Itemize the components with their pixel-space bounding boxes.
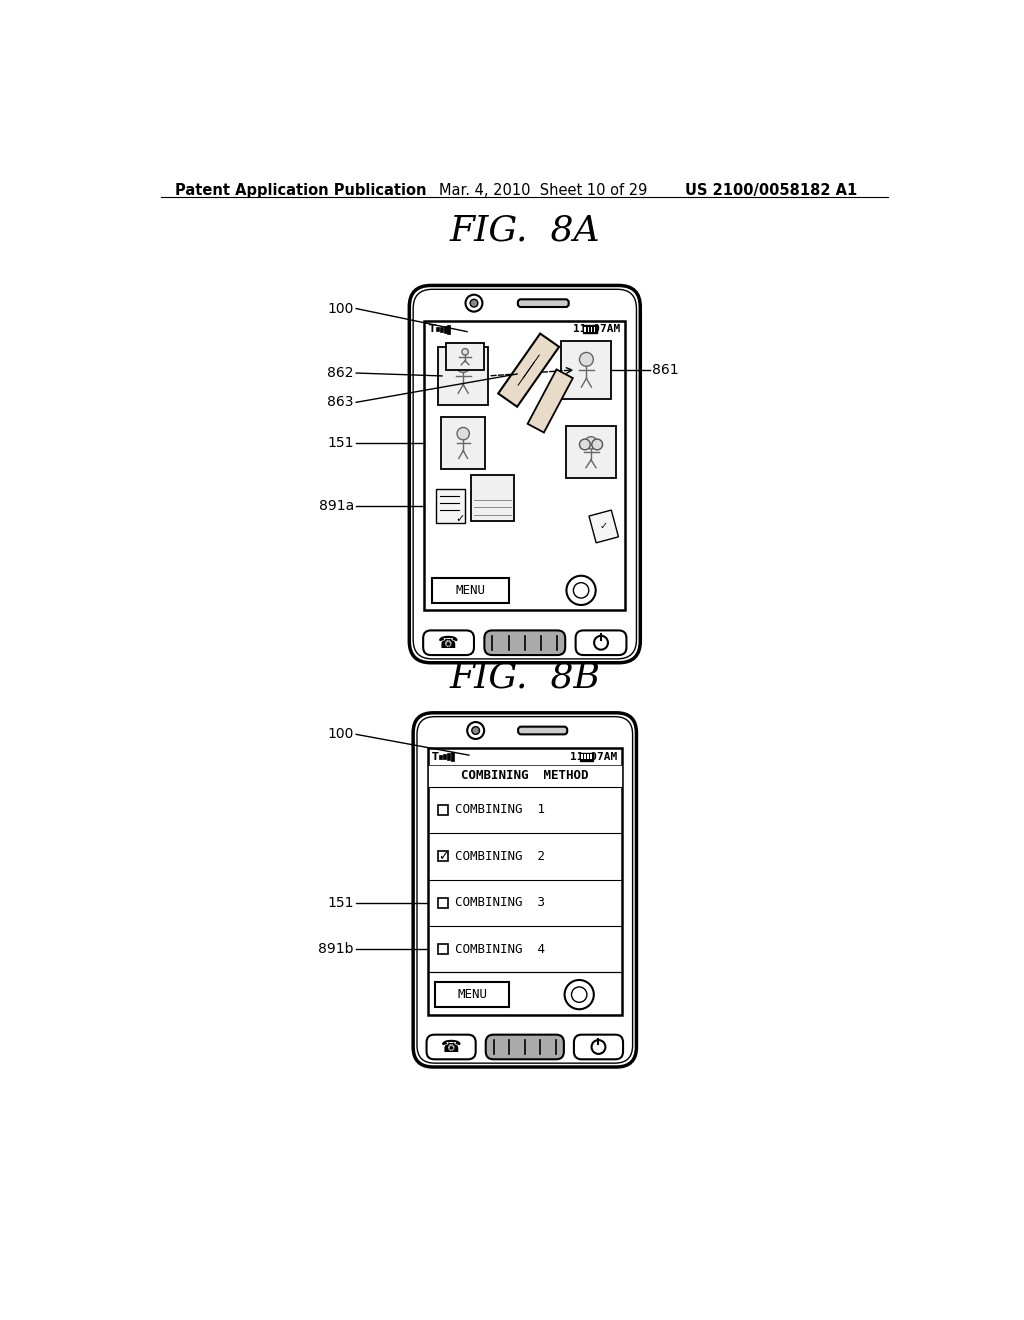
Bar [588, 755, 589, 759]
Text: T: T [432, 751, 439, 762]
FancyBboxPatch shape [413, 713, 637, 1067]
Text: FIG.  8A: FIG. 8A [450, 214, 600, 248]
Text: 863: 863 [328, 395, 354, 409]
Text: 100: 100 [328, 301, 354, 315]
Polygon shape [499, 334, 559, 407]
Bar [583, 326, 597, 333]
FancyBboxPatch shape [423, 631, 474, 655]
Bar [446, 754, 450, 760]
FancyBboxPatch shape [575, 631, 627, 655]
Circle shape [457, 428, 469, 440]
Text: Patent Application Publication: Patent Application Publication [175, 183, 427, 198]
Bar [594, 327, 595, 331]
Circle shape [470, 300, 478, 308]
Circle shape [571, 987, 587, 1002]
Circle shape [594, 636, 608, 649]
Text: 151: 151 [328, 896, 354, 909]
Circle shape [580, 352, 593, 367]
Text: COMBINING  1: COMBINING 1 [456, 804, 546, 816]
Bar [432, 578, 509, 603]
Bar [566, 426, 616, 478]
Circle shape [566, 576, 596, 605]
Bar [451, 752, 454, 760]
Text: Mar. 4, 2010  Sheet 10 of 29: Mar. 4, 2010 Sheet 10 of 29 [438, 183, 647, 198]
Bar [428, 748, 622, 1015]
Circle shape [585, 437, 597, 449]
Circle shape [462, 348, 468, 355]
Bar [588, 327, 589, 331]
Circle shape [564, 979, 594, 1010]
Circle shape [472, 726, 479, 734]
Circle shape [592, 440, 602, 450]
Bar [591, 755, 592, 759]
Circle shape [573, 582, 589, 598]
FancyBboxPatch shape [410, 285, 640, 663]
Text: 891b: 891b [318, 942, 354, 956]
Bar [443, 326, 446, 333]
Bar [470, 475, 514, 521]
Polygon shape [589, 510, 618, 543]
Text: 151: 151 [328, 436, 354, 450]
Bar [438, 851, 449, 862]
Bar [441, 417, 485, 469]
Text: MENU: MENU [456, 583, 485, 597]
Circle shape [580, 440, 590, 450]
Bar [439, 755, 442, 759]
Text: MENU: MENU [458, 989, 487, 1001]
FancyBboxPatch shape [485, 1035, 564, 1059]
Bar [447, 325, 451, 334]
Bar [582, 755, 583, 759]
Text: ✓: ✓ [438, 850, 449, 863]
Bar [580, 752, 594, 760]
Text: 100: 100 [328, 727, 354, 742]
FancyBboxPatch shape [518, 726, 567, 734]
Bar [438, 898, 449, 908]
Circle shape [457, 359, 470, 372]
Bar [438, 944, 449, 954]
FancyBboxPatch shape [427, 1035, 476, 1059]
Text: 891a: 891a [318, 499, 354, 512]
Text: US 2100/0058182 A1: US 2100/0058182 A1 [685, 183, 857, 198]
Bar [585, 755, 586, 759]
Bar [436, 327, 439, 331]
Text: ☎: ☎ [438, 634, 459, 652]
Text: COMBINING  3: COMBINING 3 [456, 896, 546, 909]
Bar [424, 321, 626, 610]
Text: T: T [429, 325, 435, 334]
Text: COMBINING  METHOD: COMBINING METHOD [461, 770, 589, 783]
Text: COMBINING  2: COMBINING 2 [456, 850, 546, 863]
Text: 862: 862 [328, 366, 354, 380]
Bar [438, 805, 449, 814]
Circle shape [592, 1040, 605, 1053]
Text: ☎: ☎ [440, 1038, 462, 1056]
FancyBboxPatch shape [573, 1035, 623, 1059]
Bar [445, 343, 484, 370]
Text: COMBINING  4: COMBINING 4 [456, 942, 546, 956]
Polygon shape [527, 370, 572, 433]
Bar [436, 488, 465, 523]
Text: 861: 861 [652, 363, 679, 376]
Bar [439, 326, 442, 333]
Bar [438, 347, 488, 405]
Circle shape [467, 722, 484, 739]
Bar [591, 327, 592, 331]
Circle shape [466, 294, 482, 312]
Bar [428, 766, 622, 787]
Bar [435, 982, 509, 1007]
Text: 11:07AM: 11:07AM [573, 325, 621, 334]
Text: ✓: ✓ [600, 521, 608, 532]
FancyBboxPatch shape [484, 631, 565, 655]
Text: ✓: ✓ [456, 513, 465, 524]
FancyBboxPatch shape [518, 300, 568, 308]
Text: 11:07AM: 11:07AM [570, 751, 617, 762]
Text: FIG.  8B: FIG. 8B [450, 660, 600, 694]
Bar [585, 327, 586, 331]
Bar [561, 341, 611, 399]
Bar [443, 754, 446, 759]
